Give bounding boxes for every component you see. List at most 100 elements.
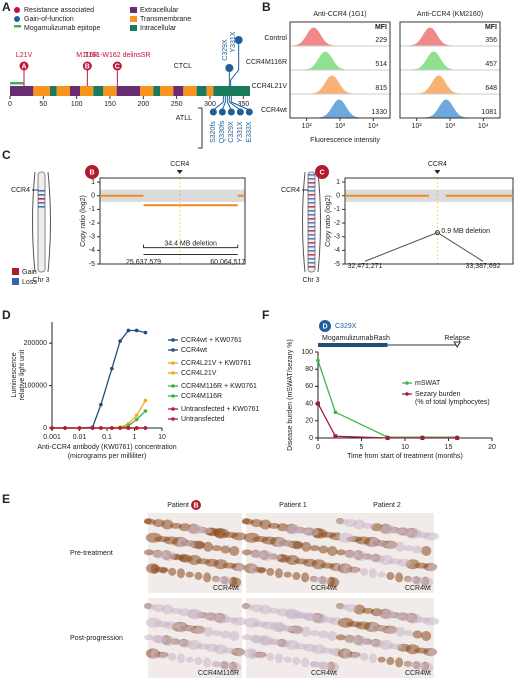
point — [143, 409, 148, 413]
band — [38, 206, 45, 208]
ihc-stain — [360, 567, 369, 576]
panel-label: E — [2, 492, 10, 506]
ihc-stain — [236, 563, 245, 572]
ihc-stain — [185, 540, 196, 547]
mutation-label: S320fs — [210, 121, 217, 143]
tick-label: 0 — [309, 435, 313, 442]
ihc-stain — [248, 649, 257, 660]
domain — [213, 86, 250, 96]
ihc-stain — [386, 541, 397, 550]
tick-label: 0 — [336, 193, 340, 200]
bracket — [143, 244, 239, 255]
tick-label: -2 — [89, 220, 95, 227]
axis-label: (micrograms per milliliter) — [68, 453, 147, 460]
band — [308, 182, 315, 184]
point — [385, 436, 390, 440]
ihc-stain — [292, 541, 303, 550]
chromosome — [37, 171, 46, 273]
point — [118, 426, 122, 430]
legend-label: CCR4L21V — [181, 370, 217, 377]
band — [308, 214, 315, 216]
ihc-stain — [176, 622, 187, 633]
mut-dot — [236, 108, 244, 116]
ihc-stain — [176, 568, 185, 579]
domain — [196, 86, 207, 96]
domain — [103, 86, 117, 96]
legend-label: Extracellular — [140, 7, 179, 14]
subplot-title: Anti-CCR4 (1G1) — [313, 11, 366, 18]
ihc-stain — [412, 630, 423, 639]
mfi-value: 815 — [375, 85, 387, 92]
domain — [173, 86, 184, 96]
column-header: Patient 1 — [279, 502, 307, 509]
mfi-header: MFI — [485, 24, 497, 31]
mfi-value: 229 — [375, 37, 387, 44]
tick-label: 100000 — [24, 382, 47, 389]
mfi-value: 1081 — [481, 109, 497, 116]
band — [308, 178, 315, 180]
point — [316, 401, 320, 406]
tick-label: 0.01 — [73, 434, 87, 441]
axis-label: Copy ratio (log2) — [325, 195, 332, 247]
ihc-stain — [152, 635, 167, 644]
tick-label: 10³ — [445, 123, 456, 130]
tick-label: 100 — [301, 349, 313, 356]
point — [126, 328, 131, 333]
ihc-stain — [412, 545, 423, 554]
ihc-stain — [395, 541, 406, 552]
ihc-stain — [211, 630, 222, 637]
ihc-stain — [274, 568, 283, 579]
annotation: 34.4 MB deletion — [164, 240, 217, 247]
ihc-stain — [377, 656, 386, 663]
mutation-label: E333X — [246, 121, 253, 142]
legend-label: Intracellular — [140, 25, 177, 32]
axis-label: relative light unit — [19, 350, 26, 401]
point — [110, 426, 114, 430]
badge — [19, 61, 29, 71]
band — [308, 222, 315, 224]
legend-swatch — [130, 7, 137, 13]
axis-label: Copy ratio (log2) — [80, 195, 87, 247]
ihc-stain — [143, 634, 154, 641]
ihc-stain — [241, 634, 252, 641]
mutation-label: C329X — [222, 39, 229, 61]
chart-title: C329X — [335, 323, 357, 330]
tick-label: 10⁴ — [478, 123, 489, 130]
ihc-stain — [241, 549, 252, 556]
ihc-stain — [386, 572, 395, 581]
ihc-stain — [377, 571, 386, 578]
legend-label: Mogamulizumab epitope — [24, 25, 100, 32]
lollipop — [230, 96, 250, 111]
legend-label: CCR4M116R — [181, 393, 222, 400]
genotype-label: CCR4wt — [311, 585, 337, 592]
legend-label: CCR4wt — [181, 347, 207, 354]
point — [316, 358, 320, 363]
legend-swatch — [130, 16, 137, 22]
lollipop — [230, 40, 240, 86]
point — [90, 426, 95, 430]
ihc-stain — [203, 572, 212, 583]
relapse-marker — [453, 341, 462, 348]
mutation-label: M116R — [76, 52, 98, 59]
ihc-stain — [360, 652, 369, 661]
ihc-stain — [292, 572, 301, 581]
series-line — [317, 403, 458, 439]
tick-label: -2 — [334, 220, 340, 227]
ihc-stain — [220, 545, 231, 554]
badge — [112, 61, 122, 71]
band — [308, 246, 315, 248]
ihc-stain — [187, 609, 204, 620]
annotation: Rash — [374, 335, 390, 342]
legend-label: mSWAT — [415, 380, 441, 387]
ihc-stain — [337, 617, 354, 628]
ihc-stain — [335, 549, 346, 556]
band — [308, 194, 315, 196]
legend-label: Gain — [22, 269, 37, 276]
tick-label: 0 — [8, 101, 12, 108]
ihc-stain — [194, 657, 203, 666]
tick-label: -3 — [334, 234, 340, 241]
ihc-stain — [176, 653, 185, 664]
ihc-stain — [152, 550, 167, 559]
legend-swatch — [171, 371, 175, 375]
mfi-value: 514 — [375, 61, 387, 68]
